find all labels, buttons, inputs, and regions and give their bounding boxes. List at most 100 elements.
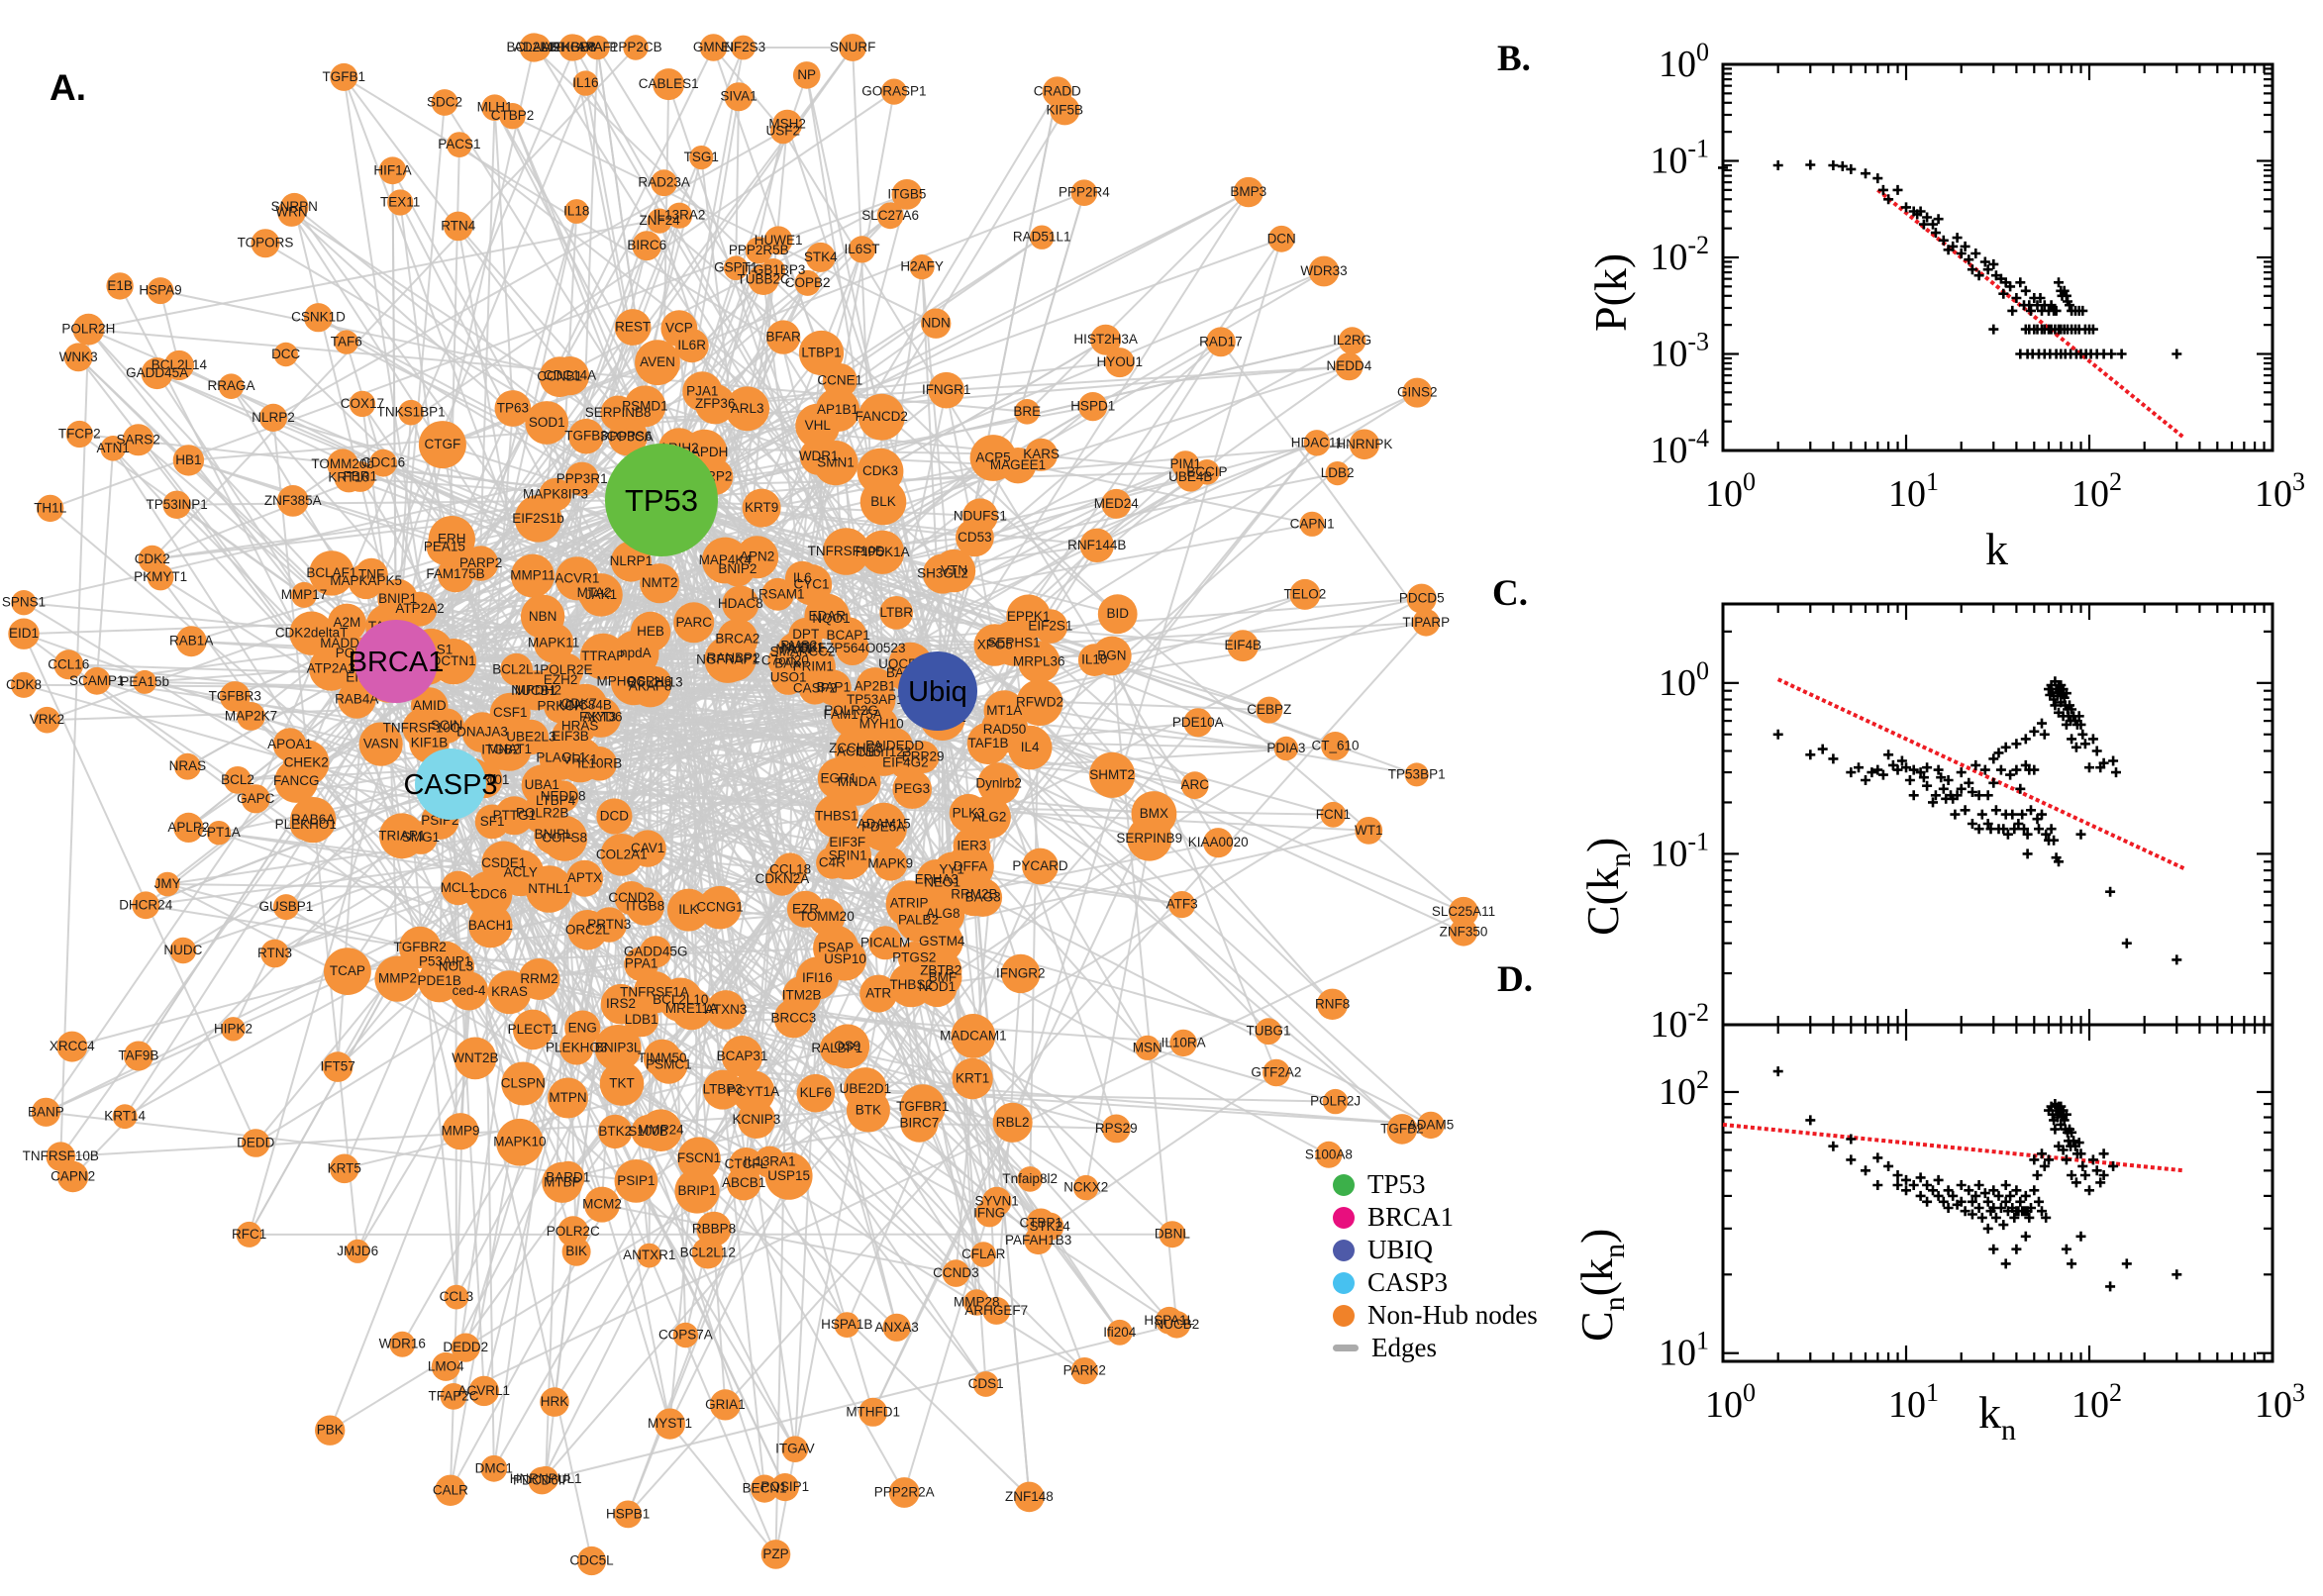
network-node-label: OS9: [834, 1039, 860, 1053]
network-node: [858, 1397, 888, 1427]
legend-item-brca1: BRCA1: [1333, 1201, 1538, 1234]
network-node-label: TAF6: [331, 335, 362, 349]
network-node: [1168, 891, 1196, 919]
network-node-label: COPS8: [542, 831, 587, 846]
network-node-label: IL4: [1021, 740, 1040, 754]
network-node-label: PRKCH: [537, 699, 583, 714]
network-node: [751, 1474, 779, 1503]
network-node-label: MMP28: [954, 1295, 1000, 1310]
network-node-label: SCIN: [431, 718, 462, 733]
network-node-label: DHCR24: [119, 897, 173, 912]
network-node-label: MMP17: [281, 587, 328, 602]
network-node: [967, 795, 1011, 840]
network-edge: [659, 499, 662, 1131]
network-node-label: BLK: [870, 494, 896, 509]
network-node: [861, 802, 906, 847]
network-node: [970, 1242, 996, 1267]
hub-node-casp3: [415, 748, 486, 820]
network-edge: [1147, 1047, 1336, 1103]
network-node-label: CDC5L: [569, 1553, 614, 1568]
network-node: [990, 620, 1038, 666]
network-node: [666, 888, 710, 932]
network-node-label: TGFB3: [564, 429, 608, 444]
network-node-label: MTBP: [544, 1174, 581, 1189]
network-node-label: KIAA0020: [1188, 835, 1249, 849]
network-node-label: MRE11A: [665, 1001, 718, 1016]
network-node: [888, 962, 934, 1008]
network-node-label: S100B: [628, 1124, 668, 1139]
network-edge: [59, 329, 90, 1157]
network-node-label: TP63: [497, 401, 529, 416]
network-edge: [852, 47, 883, 725]
network-node-label: TOMM20: [799, 909, 855, 924]
network-node: [374, 955, 421, 1002]
network-node-label: PEG3: [894, 781, 930, 796]
network-node: [1233, 176, 1264, 208]
network-node-label: TELO2: [1284, 586, 1327, 601]
network-node: [638, 665, 672, 700]
network-node: [640, 563, 680, 604]
network-node: [218, 373, 245, 400]
network-node-label: AP2B1: [855, 678, 896, 693]
network-node-label: CAV1: [631, 841, 664, 855]
network-node: [629, 830, 666, 867]
network-node-label: GAPC: [237, 791, 275, 806]
network-node: [892, 769, 932, 809]
network-edge: [95, 448, 115, 681]
network-node-label: NP: [797, 67, 816, 82]
network-node-label: GSTM4: [919, 934, 965, 948]
network-node-label: PDCD5: [1399, 591, 1445, 606]
network-node: [962, 498, 998, 535]
network-node: [666, 202, 693, 229]
network-node: [831, 690, 871, 731]
panel-d-label: D.: [1497, 959, 1533, 1000]
network-node-label: GUSBP1: [259, 899, 314, 914]
network-node: [792, 61, 821, 89]
network-node-label: ARHGEF7: [964, 1303, 1028, 1318]
network-node-label: LMO4: [428, 1358, 464, 1373]
network-node: [481, 841, 527, 886]
network-node-label: EIF3F: [829, 835, 865, 849]
network-node-label: MCL1: [441, 880, 476, 895]
plot-frame: [1721, 602, 2274, 1027]
network-node: [721, 1036, 763, 1077]
network-node-label: DCN: [1267, 231, 1296, 246]
network-node: [552, 718, 589, 755]
network-node-label: PEA15b: [120, 674, 169, 689]
network-node: [426, 529, 462, 565]
network-node-label: NRAS: [169, 758, 207, 773]
network-node-label: RAD17: [1199, 334, 1243, 349]
legend-item-non-hub-nodes: Non-Hub nodes: [1333, 1299, 1538, 1332]
network-edge: [254, 924, 610, 1145]
network-node: [260, 939, 289, 968]
fit-line: [1776, 677, 2185, 871]
network-node: [928, 371, 964, 409]
network-edge: [1220, 341, 1428, 624]
tick-label: 102: [2071, 467, 2122, 515]
network-node-label: MMP9: [441, 1124, 479, 1139]
tick-label: 100: [1659, 38, 1709, 85]
network-node-label: CDK8: [6, 677, 42, 692]
network-node: [737, 1100, 776, 1140]
network-node-label: MAXT: [776, 642, 814, 656]
network-node: [1016, 679, 1063, 726]
network-node-label: RAB1A: [169, 634, 213, 648]
network-node-label: MAPK8IP3: [523, 487, 588, 502]
network-node-label: FSCN1: [677, 1150, 721, 1165]
network-node: [1162, 1311, 1191, 1339]
network-node: [770, 1473, 799, 1502]
network-node-label: BRIP1: [677, 1183, 716, 1198]
network-node: [322, 1051, 354, 1082]
network-node-label: NUCB2: [1155, 1317, 1200, 1332]
network-node-label: SMG1: [402, 830, 440, 845]
network-node-label: USF2: [766, 124, 801, 139]
network-node-label: IFNGR1: [922, 382, 971, 397]
network-node: [626, 887, 664, 926]
network-node-label: ZCCHC8: [829, 741, 883, 755]
network-node: [576, 1546, 607, 1576]
network-node: [1417, 1111, 1445, 1140]
network-node-label: CPT1A: [197, 825, 241, 840]
network-node-label: LTBP4: [536, 793, 576, 808]
network-node: [154, 871, 180, 897]
network-node-label: ANTXR1: [623, 1247, 675, 1262]
